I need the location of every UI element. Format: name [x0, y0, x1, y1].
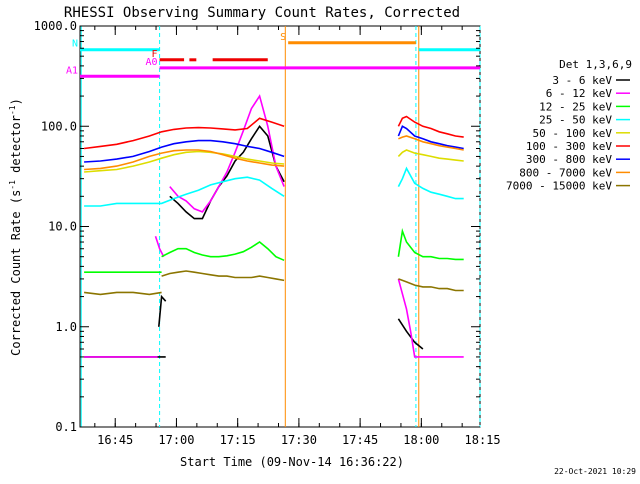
- series-1-segment-1: [154, 235, 165, 258]
- y-tick-label: 10.0: [48, 220, 77, 234]
- series-1-segment-2: [169, 94, 285, 213]
- x-tick-label: 17:15: [220, 433, 256, 447]
- axes-frame: [79, 25, 481, 428]
- series-6-segment-1: [397, 125, 464, 150]
- series-2-segment-2: [397, 227, 464, 261]
- series-0-segment-1: [158, 294, 167, 327]
- series-7-segment-1: [398, 135, 464, 151]
- legend-title: Det 1,3,6,9: [559, 58, 632, 71]
- x-axis-label: Start Time (09-Nov-14 16:36:22): [180, 455, 404, 469]
- y-tick-label: 1.0: [55, 320, 77, 334]
- y-axis-label-sup2: -1: [8, 105, 17, 115]
- legend-label: 100 - 300 keV: [526, 140, 612, 153]
- y-axis-label-end: ): [9, 98, 23, 105]
- flag-label-A0: A0: [146, 57, 158, 68]
- series-2-segment-1: [161, 241, 285, 262]
- x-tick-label: 17:30: [281, 433, 317, 447]
- legend-label: 25 - 50 keV: [539, 114, 612, 127]
- legend-label: 7000 - 15000 keV: [506, 180, 612, 193]
- series-7-segment-0: [84, 149, 285, 171]
- series-8-segment-2: [398, 278, 464, 292]
- series-3-segment-1: [397, 166, 464, 200]
- series-layer: [83, 94, 464, 358]
- y-axis-label: Corrected Count Rate (s-1 detector-1): [8, 98, 23, 356]
- series-1-segment-3: [397, 278, 464, 358]
- x-tick-label: 18:00: [403, 433, 439, 447]
- legend-label: 3 - 6 keV: [552, 74, 612, 87]
- x-tick-label: 17:00: [158, 433, 194, 447]
- x-tick-label: 18:15: [465, 433, 501, 447]
- flag-label-F: F: [152, 49, 158, 60]
- y-axis-label-main: Corrected Count Rate (s: [9, 190, 23, 356]
- series-4-segment-0: [84, 150, 285, 173]
- y-tick-label: 1000.0: [34, 19, 77, 33]
- legend-label: 50 - 100 keV: [533, 127, 613, 140]
- y-tick-label: 100.0: [41, 119, 77, 133]
- y-axis-label-mid: detector: [9, 115, 23, 180]
- flag-label-A1: A1: [66, 65, 78, 76]
- y-axis-label-sup1: -1: [8, 180, 17, 190]
- chart-title: RHESSI Observing Summary Count Rates, Co…: [64, 5, 460, 21]
- series-5-segment-1: [397, 115, 464, 138]
- vertical-markers: [80, 26, 481, 427]
- flag-label-N: N: [72, 39, 78, 50]
- footer-date: 22-Oct-2021 10:29: [554, 467, 636, 476]
- series-0-segment-2: [169, 124, 285, 220]
- legend-label: 6 - 12 keV: [546, 87, 613, 100]
- series-6-segment-0: [84, 139, 285, 163]
- legend-label: 12 - 25 keV: [539, 100, 612, 113]
- legend-label: 300 - 800 keV: [526, 153, 612, 166]
- series-3-segment-0: [84, 176, 285, 207]
- y-tick-label: 0.1: [55, 420, 77, 434]
- flag-bars: N S FA0 A1: [66, 32, 480, 78]
- flag-label-S: S: [280, 32, 286, 43]
- series-8-segment-1: [161, 270, 285, 282]
- series-0-segment-3: [397, 318, 424, 350]
- series-8-segment-0: [84, 291, 162, 296]
- x-tick-label: 17:45: [342, 433, 378, 447]
- series-5-segment-0: [83, 117, 285, 150]
- legend-label: 800 - 7000 keV: [519, 166, 612, 179]
- axis-ticks: 0.1 1.0 10.0 100.0 1000.0 16:45 17:00 17:15 17:3…: [34, 19, 501, 447]
- series-4-segment-1: [397, 149, 464, 162]
- x-tick-label: 16:45: [97, 433, 133, 447]
